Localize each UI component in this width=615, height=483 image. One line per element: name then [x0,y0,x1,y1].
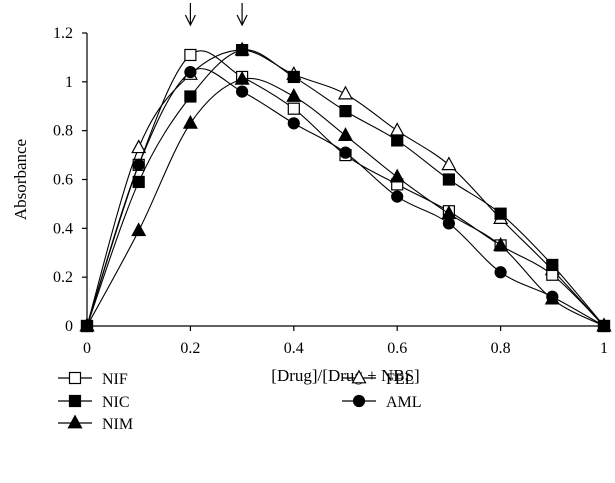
point-nim [234,70,250,85]
y-ticks: 0 0.2 0.4 0.6 0.8 1 1.2 [53,25,87,335]
point-fel [389,122,405,137]
point-aml [287,117,300,130]
point-aml [391,190,404,203]
point-nim [493,236,509,251]
point-nim [441,205,457,220]
point-fel [131,139,147,154]
x-tick-label: 0.2 [180,340,200,357]
x-tick-label: 0 [83,340,91,357]
y-tick-label: 0.4 [53,220,73,237]
legend-label-fel: FEL [386,371,414,388]
point-aml [442,217,455,230]
point-nim [544,290,560,305]
point-nim [389,168,405,183]
x-axis-label: [Drug]/[Drug + NBS] [271,366,419,385]
point-nim [182,114,198,129]
point-fel [441,156,457,171]
point-aml [494,266,507,279]
legend-item-nic: NIC [58,394,130,411]
point-nic [391,134,404,147]
series-layer [79,41,612,333]
point-nic [184,90,197,103]
legend-marker-nif [68,371,82,385]
y-tick-label: 0.8 [53,123,73,140]
axes: 0 0.2 0.4 0.6 0.8 1 0 0.2 0.4 0.6 0.8 1 1.2 [Drug]/… [11,25,608,385]
x-tick-label: 0.8 [491,340,511,357]
annotations [184,3,248,27]
x-tick-label: 0.6 [387,340,407,357]
arrow-annotation [184,3,196,27]
legend-marker-fel [351,369,367,384]
point-nim [79,317,95,332]
x-ticks: 0 0.2 0.4 0.6 0.8 1 [83,326,608,357]
point-nim [131,222,147,237]
point-aml [236,85,249,98]
legend-label-aml: AML [386,394,422,411]
legend-marker-nic [68,394,82,408]
arrow-annotation [236,3,248,27]
y-tick-label: 0 [65,318,73,335]
y-tick-label: 1 [65,74,73,91]
point-nim [337,127,354,141]
legend-item-nif: NIF [58,371,128,388]
point-aml [339,146,352,159]
series-line-nic [86,49,605,327]
series-nic [80,43,611,333]
x-tick-label: 0.4 [284,340,304,357]
point-nim [286,88,302,102]
series-line-nif [86,50,605,327]
legend-label-nim: NIM [102,416,133,433]
y-tick-label: 0.6 [53,172,73,189]
legend-label-nif: NIF [102,371,128,388]
legend-marker-aml [352,394,366,408]
legend-marker-nim [67,414,83,429]
y-tick-label: 0.2 [53,269,73,286]
point-nim [596,317,612,332]
point-nic [236,43,249,57]
point-nif [287,102,300,115]
legend-item-nim: NIM [58,414,133,433]
series-nim [79,70,612,332]
point-nic [494,207,507,220]
legend-item-aml: AML [342,394,422,411]
point-nic [442,173,455,186]
point-nic [339,105,352,118]
legend-label-nic: NIC [102,394,130,411]
series-line-nim [86,77,605,327]
point-nic [132,175,145,189]
point-aml [132,158,145,171]
point-nic [546,258,559,272]
legend-item-fel: FEL [342,369,414,388]
series-line-fel [86,49,605,327]
legend: NIF NIC NIM FEL AML [58,369,422,433]
point-nic [287,70,300,84]
y-tick-label: 1.2 [53,25,73,42]
x-tick-label: 1 [600,340,608,357]
point-aml [184,65,197,79]
y-axis-label: Absorbance [11,139,30,220]
point-nif [184,48,197,62]
point-fel [337,85,354,100]
